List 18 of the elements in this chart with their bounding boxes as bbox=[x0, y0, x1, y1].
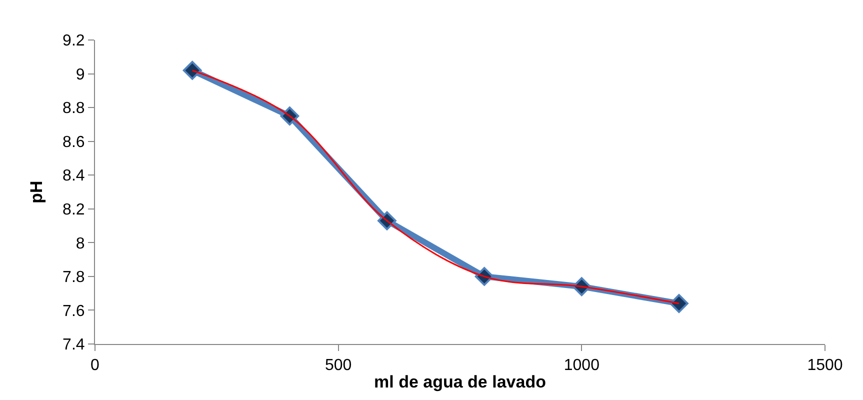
y-tick-label: 7.4 bbox=[62, 336, 85, 354]
y-tick-label: 8 bbox=[76, 235, 85, 252]
point bbox=[670, 294, 688, 313]
y-tick-label: 7.8 bbox=[62, 269, 85, 286]
x-tick-label: 1000 bbox=[564, 357, 600, 374]
y-tick-label: 9 bbox=[76, 66, 85, 84]
y-axis-title: pH bbox=[27, 180, 46, 204]
y-tick-label: 7.6 bbox=[62, 302, 85, 320]
x-tick-label: 1500 bbox=[807, 357, 843, 374]
y-tick-label: 8.6 bbox=[62, 134, 85, 151]
x-tick-label: 500 bbox=[324, 357, 352, 374]
y-tick-label: 9.2 bbox=[62, 32, 85, 50]
x-tick-label: 0 bbox=[90, 357, 100, 374]
point bbox=[182, 60, 202, 80]
y-tick-label: 8.8 bbox=[62, 100, 85, 118]
y-tick-label: 8.4 bbox=[62, 168, 85, 185]
y-tick-label: 8.2 bbox=[62, 201, 85, 218]
x-axis-title: ml de agua de lavado bbox=[374, 372, 546, 392]
